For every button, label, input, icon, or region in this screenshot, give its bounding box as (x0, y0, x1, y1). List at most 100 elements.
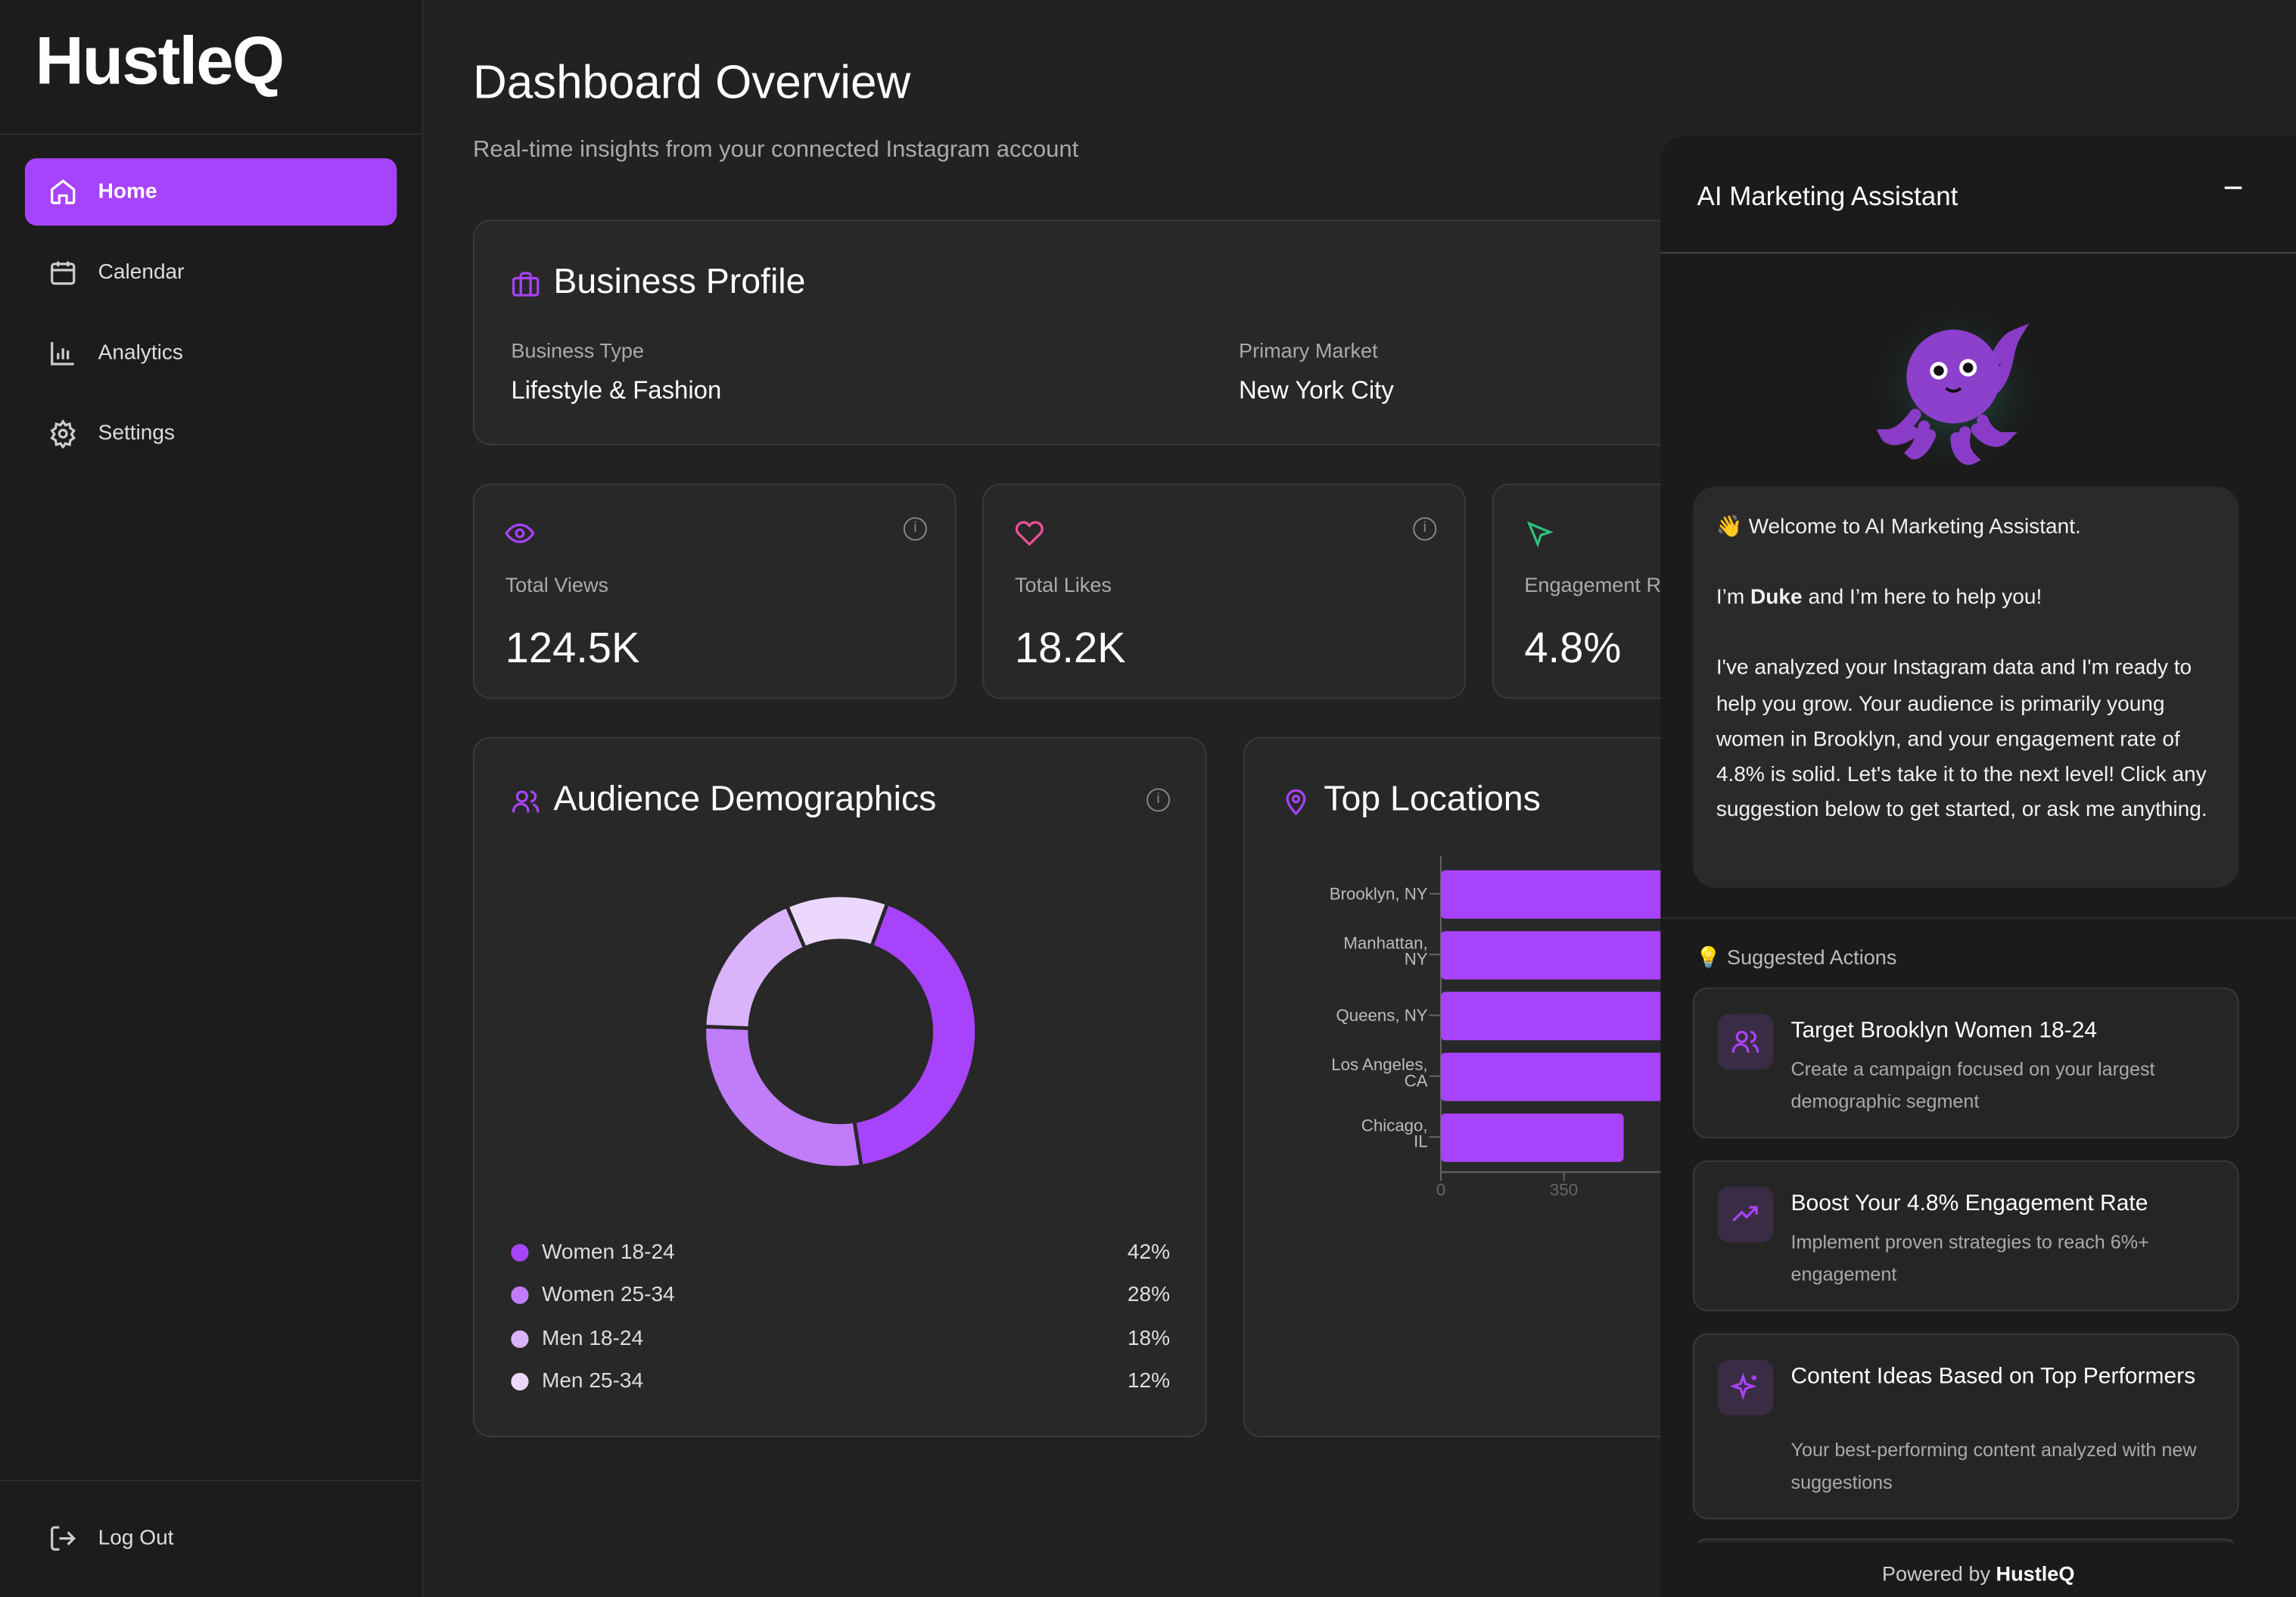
legend-dot (511, 1329, 529, 1348)
divider (0, 1480, 422, 1482)
y-tick-label: Manhattan, NY (1343, 933, 1427, 968)
trending-up-icon (1717, 1186, 1774, 1243)
legend-pct: 12% (1127, 1369, 1171, 1393)
heart-icon (1015, 521, 1044, 546)
legend-label: Men 18-24 (541, 1327, 644, 1351)
logout-button[interactable]: Log Out (25, 1505, 397, 1572)
suggestion-title: Content Ideas Based on Top Performers (1790, 1364, 2196, 1390)
legend-label: Men 25-34 (541, 1369, 644, 1393)
sidebar-item-label: Home (98, 180, 157, 204)
bar[interactable] (1441, 1113, 1624, 1163)
legend-dot (511, 1372, 529, 1390)
donut-slice[interactable] (702, 904, 807, 1031)
legend-pct: 18% (1127, 1327, 1171, 1351)
info-icon[interactable]: i (1146, 788, 1171, 812)
legend-pct: 28% (1127, 1284, 1171, 1308)
card-title: Audience Demographics (553, 779, 937, 820)
sidebar-item-analytics[interactable]: Analytics (25, 319, 397, 387)
y-tick-label: Los Angeles, CA (1331, 1055, 1428, 1090)
stat-label: Total Views (505, 572, 609, 596)
info-icon[interactable]: i (1413, 517, 1437, 541)
logout-icon (51, 1526, 76, 1551)
suggestion-card[interactable]: Boost Your 4.8% Engagement Rate Implemen… (1692, 1160, 2239, 1312)
legend-dot (511, 1244, 529, 1262)
donut-slice[interactable] (852, 901, 979, 1169)
card-title: Business Profile (553, 262, 806, 302)
sidebar-item-label: Calendar (98, 260, 185, 285)
users-icon (1717, 1013, 1774, 1070)
legend-item: Women 25-34 28% (511, 1284, 1170, 1307)
suggestion-card[interactable]: Target Brooklyn Women 18-24 Create a cam… (1692, 987, 2239, 1139)
suggestion-desc: Your best-performing content analyzed wi… (1790, 1438, 2197, 1493)
stat-card: i Total Likes 18.2K (982, 483, 1466, 699)
suggested-actions-label: 💡 Suggested Actions (1696, 945, 1897, 970)
wave-icon: 👋 (1716, 515, 1743, 540)
suggestion-card[interactable]: Content Ideas Based on Top Performers Yo… (1692, 1333, 2239, 1520)
bar-chart-icon (51, 342, 74, 366)
business-type-value: Lifestyle & Fashion (511, 376, 722, 405)
stat-value: 4.8% (1524, 625, 1622, 673)
legend-pct: 42% (1127, 1241, 1171, 1265)
x-tick-label: 0 (1436, 1181, 1445, 1200)
page-title: Dashboard Overview (473, 55, 911, 109)
stat-label: Engagement R (1524, 572, 1662, 596)
suggestion-title: Boost Your 4.8% Engagement Rate (1790, 1191, 2148, 1216)
divider (1660, 917, 2296, 919)
business-profile-card: Business Profile Business Type Lifestyle… (473, 219, 1733, 446)
business-type-label: Business Type (511, 338, 645, 363)
suggestion-title: Target Brooklyn Women 18-24 (1790, 1018, 2098, 1044)
primary-market-label: Primary Market (1239, 338, 1378, 363)
legend-label: Women 18-24 (541, 1241, 675, 1265)
sidebar-item-settings[interactable]: Settings (25, 400, 397, 467)
briefcase-icon (512, 272, 540, 297)
assistant-title: AI Marketing Assistant (1697, 182, 1958, 211)
bar[interactable] (1441, 1052, 1688, 1101)
map-pin-icon (1286, 789, 1306, 816)
info-icon[interactable]: i (903, 517, 927, 541)
audience-demographics-card: Audience Demographics i Women 18-24 42% Wo… (473, 736, 1207, 1438)
welcome-text: Welcome to AI Marketing Assistant. (1748, 515, 2081, 540)
cursor-icon (1526, 521, 1554, 548)
sidebar-item-label: Analytics (98, 341, 183, 366)
home-icon (51, 179, 76, 204)
donut-chart (702, 893, 979, 1170)
lightbulb-icon: 💡 (1695, 945, 1722, 969)
ai-assistant-panel: AI Marketing Assistant − 👋 Welcome to AI… (1660, 136, 2296, 1597)
donut-slice[interactable] (702, 1024, 863, 1170)
sidebar: HustleQ Home Calendar Analytics Settings… (0, 0, 424, 1597)
logo: HustleQ (35, 22, 285, 98)
sparkles-icon (1717, 1359, 1774, 1415)
stat-value: 124.5K (505, 625, 640, 673)
footer: Powered by HustleQ (1660, 1543, 2296, 1597)
eye-icon (505, 523, 535, 543)
intro-text: and I’m here to help you! (1802, 586, 2042, 610)
y-tick-label: Brooklyn, NY (1330, 885, 1428, 904)
assistant-name: Duke (1750, 586, 1803, 610)
stat-card: i Total Views 124.5K (473, 483, 957, 699)
sidebar-item-label: Settings (98, 422, 176, 446)
legend-item: Men 18-24 18% (511, 1327, 1170, 1350)
calendar-icon (51, 261, 76, 285)
users-icon (512, 790, 540, 813)
footer-text: Powered by (1881, 1561, 1996, 1586)
logout-label: Log Out (98, 1527, 174, 1551)
legend-item: Men 25-34 12% (511, 1370, 1170, 1393)
legend-item: Women 18-24 42% (511, 1241, 1170, 1265)
stat-label: Total Likes (1014, 572, 1112, 596)
x-tick-label: 350 (1550, 1181, 1578, 1200)
message-body: I've analyzed your Instagram data and I'… (1716, 657, 2207, 823)
sidebar-item-home[interactable]: Home (24, 158, 397, 226)
octopus-mascot (1871, 303, 2042, 474)
y-tick-label: Chicago, IL (1361, 1116, 1428, 1150)
suggested-label-text: Suggested Actions (1726, 945, 1897, 969)
legend-dot (511, 1287, 529, 1305)
primary-market-value: New York City (1239, 376, 1394, 405)
footer-brand: HustleQ (1996, 1561, 2075, 1586)
minimize-button[interactable]: − (2223, 168, 2244, 208)
y-tick-label: Queens, NY (1336, 1006, 1427, 1025)
suggestion-desc: Implement proven strategies to reach 6%+… (1790, 1231, 2149, 1285)
donut-slice[interactable] (784, 893, 890, 951)
suggestion-desc: Create a campaign focused on your larges… (1790, 1057, 2155, 1113)
sidebar-item-calendar[interactable]: Calendar (25, 239, 397, 307)
legend-label: Women 25-34 (541, 1284, 675, 1308)
